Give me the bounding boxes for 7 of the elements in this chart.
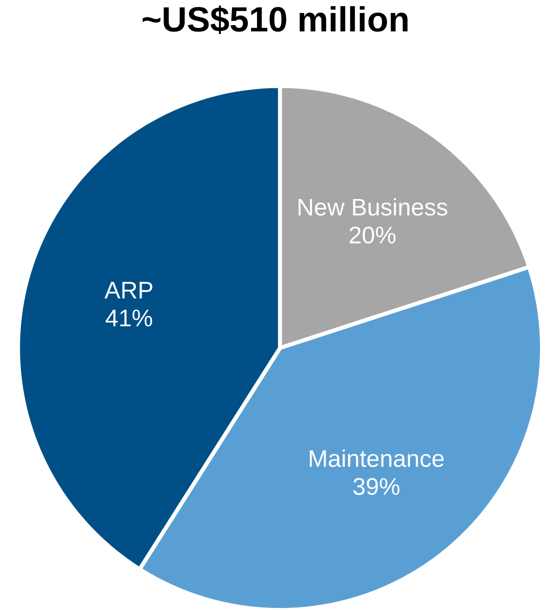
slice-label: Maintenance: [310, 449, 444, 468]
slice-label: ARP: [104, 282, 152, 298]
chart-title: ~US$510 million: [142, 6, 408, 34]
data-label: 41%: [106, 310, 152, 326]
slice-label: New Business: [298, 198, 448, 216]
data-label: 20%: [350, 226, 396, 244]
data-label: 39%: [353, 478, 400, 495]
